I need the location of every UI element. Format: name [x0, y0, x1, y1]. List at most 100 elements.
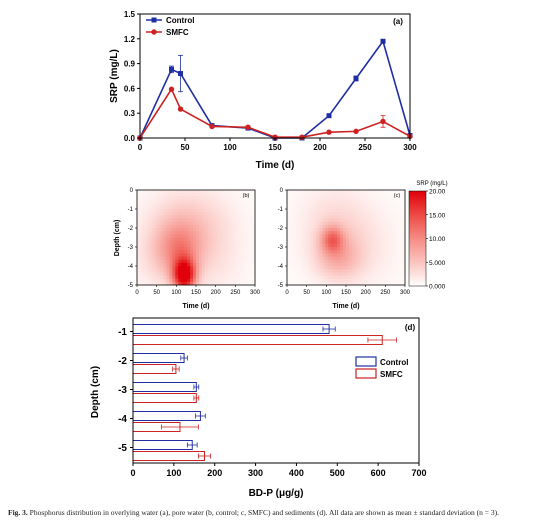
heatmap-cell	[234, 221, 238, 226]
heatmap-cell	[334, 209, 338, 213]
heatmap-cell	[372, 247, 376, 251]
heatmap-cell	[198, 209, 203, 213]
heatmap-cell	[372, 278, 376, 283]
heatmap-cell	[396, 278, 400, 283]
heatmap-cell	[384, 266, 388, 270]
heatmap-cell	[396, 266, 400, 270]
heatmap-cell	[292, 221, 297, 226]
heatmap-cell	[178, 209, 182, 213]
heatmap-cell	[360, 240, 365, 245]
heatmap-cell	[137, 228, 141, 232]
heatmap-cell	[307, 193, 311, 197]
heatmap-cell	[175, 209, 179, 213]
heatmap-cell	[175, 278, 179, 283]
heatmap-cell	[378, 231, 382, 235]
heatmap-cell	[216, 231, 220, 235]
heatmap-cell	[369, 234, 373, 238]
heatmap-cell	[310, 234, 314, 238]
heatmap-cell	[204, 272, 209, 276]
heatmap-cell	[298, 202, 303, 207]
heatmap-ytick-label: -4	[128, 264, 134, 270]
heatmap-cell	[160, 212, 164, 216]
heatmap-cell	[366, 259, 370, 264]
heatmap-cell	[142, 247, 147, 251]
heatmap-cell	[399, 256, 403, 261]
heatmap-cell	[381, 275, 385, 280]
heatmap-cell	[396, 256, 400, 261]
heatmap-cell	[325, 196, 329, 200]
heatmap-cell	[249, 247, 253, 251]
heatmap-cell	[139, 247, 144, 251]
heatmap-cell	[210, 247, 215, 251]
heatmap-cell	[295, 212, 300, 216]
heatmap-cell	[363, 199, 368, 204]
heatmap-cell	[334, 196, 338, 200]
heatmap-cell	[137, 231, 141, 235]
heatmap-cell	[169, 266, 173, 270]
heatmap-cell	[301, 234, 306, 238]
heatmap-cell	[246, 231, 250, 235]
heatmap-cell	[252, 237, 256, 242]
heatmap-cell	[184, 218, 188, 223]
heatmap-cell	[369, 259, 373, 264]
heatmap-cell	[325, 199, 329, 204]
heatmap-cell	[178, 215, 182, 219]
heatmap-cell	[169, 269, 173, 273]
heatmap-cell	[184, 253, 188, 257]
heatmap-cell	[378, 190, 382, 194]
heatmap-cell	[196, 221, 200, 226]
heatmap-cell	[246, 218, 250, 223]
heatmap-cell	[210, 259, 215, 264]
heatmap-cell	[348, 256, 353, 261]
heatmap-cell	[166, 250, 170, 254]
heatmap-cell	[163, 281, 167, 286]
heatmap-cell	[328, 228, 332, 232]
data-point-control	[178, 71, 183, 77]
heatmap-cell	[157, 259, 161, 264]
heatmap-cell	[237, 218, 241, 223]
heatmap-cell	[363, 209, 368, 213]
heatmap-cell	[351, 193, 356, 197]
heatmap-cell	[201, 262, 206, 267]
heatmap-cell	[325, 205, 329, 210]
heatmap-cell	[181, 218, 185, 223]
heatmap-cell	[169, 209, 173, 213]
heatmap-cell	[348, 250, 353, 254]
heatmap-cell	[243, 221, 247, 226]
heatmap-cell	[372, 193, 376, 197]
heatmap-cell	[175, 243, 179, 248]
heatmap-cell	[219, 231, 223, 235]
heatmap-cell	[360, 231, 365, 235]
heatmap-cell	[348, 193, 353, 197]
heatmap-cell	[190, 253, 194, 257]
heatmap-cell	[334, 247, 338, 251]
heatmap-cell	[390, 209, 394, 213]
heatmap-cell	[249, 190, 253, 194]
heatmap-cell	[207, 193, 212, 197]
heatmap-cell	[204, 193, 209, 197]
heatmap-cell	[207, 212, 212, 216]
heatmap-cell	[384, 199, 388, 204]
heatmap-cell	[237, 275, 241, 280]
heatmap-cell	[319, 256, 323, 261]
heatmap-cell	[246, 224, 250, 229]
heatmap-cell	[163, 250, 167, 254]
heatmap-cell	[234, 275, 238, 280]
heatmap-cell	[216, 259, 220, 264]
heatmap-cell	[160, 250, 164, 254]
heatmap-cell	[301, 253, 306, 257]
heatmap-cell	[252, 272, 256, 276]
heatmap-cell	[193, 281, 197, 286]
heatmap-cell	[289, 202, 294, 207]
heatmap-cell	[340, 240, 344, 245]
heatmap-cell	[137, 202, 141, 207]
heatmap-cell	[178, 228, 182, 232]
heatmap-cell	[222, 215, 226, 219]
heatmap-cell	[354, 231, 359, 235]
heatmap-cell	[196, 215, 200, 219]
heatmap-cell	[396, 269, 400, 273]
heatmap-cell	[298, 281, 303, 286]
heatmap-cell	[207, 234, 212, 238]
heatmap-cell	[402, 256, 406, 261]
heatmap-cell	[298, 240, 303, 245]
